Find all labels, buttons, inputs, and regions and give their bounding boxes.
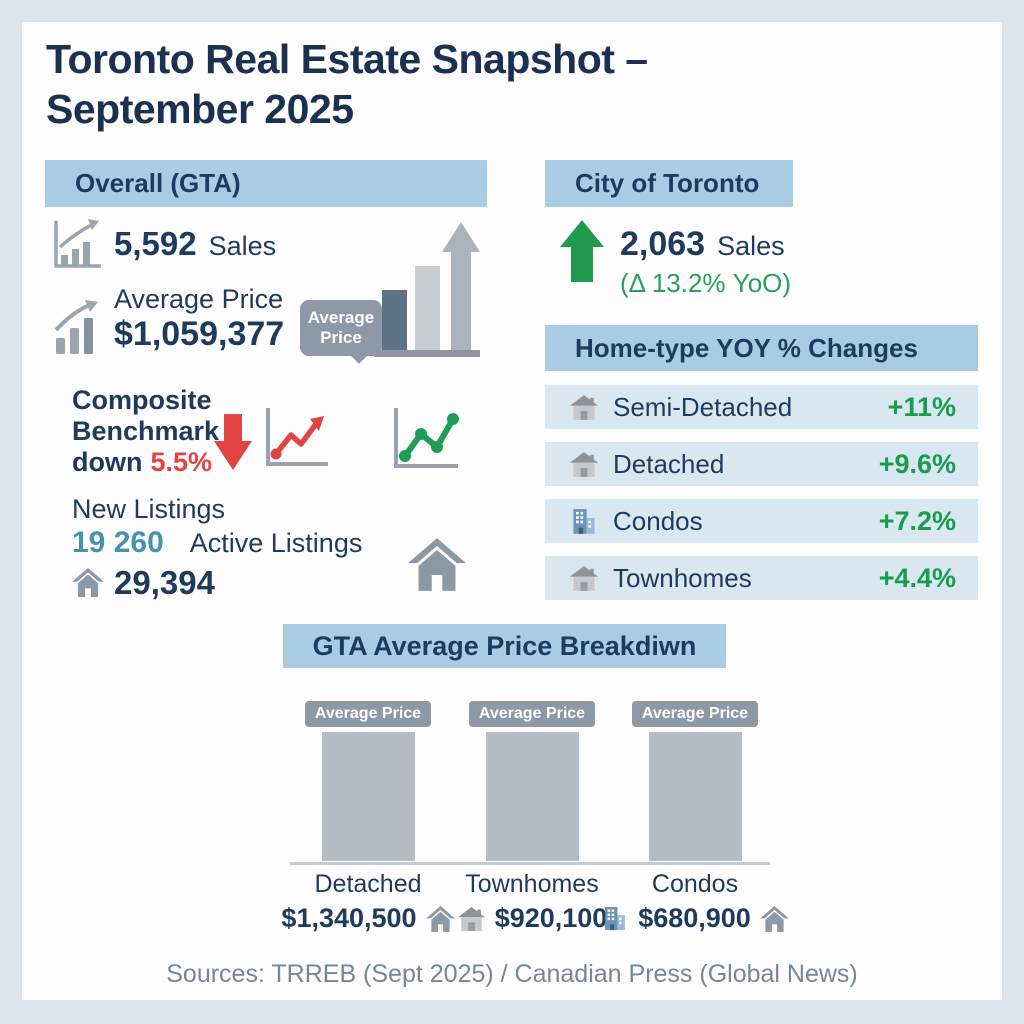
home-type-label: Condos bbox=[613, 505, 703, 536]
benchmark-line3: down 5.5% bbox=[72, 447, 219, 478]
gta-average-price-label: Average Price bbox=[114, 284, 284, 314]
section-header-home-type-label: Home-type YOY % Changes bbox=[575, 332, 918, 363]
home-type-value: +11% bbox=[887, 391, 956, 422]
house-icon bbox=[425, 905, 455, 932]
bar-value: $920,100 bbox=[422, 903, 642, 934]
bar-value-text: $920,100 bbox=[494, 903, 608, 933]
small-house-icon bbox=[72, 568, 104, 597]
average-price-badge: Average Price bbox=[304, 701, 432, 727]
content-card: Toronto Real Estate Snapshot – September… bbox=[22, 22, 1002, 1000]
home-type-label: Townhomes bbox=[613, 562, 752, 593]
sources-footer: Sources: TRREB (Sept 2025) / Canadian Pr… bbox=[166, 960, 858, 988]
building-icon bbox=[605, 906, 626, 931]
home-type-value: +7.2% bbox=[878, 505, 956, 536]
house-icon bbox=[569, 394, 599, 420]
chart-baseline bbox=[290, 862, 770, 865]
section-header-home-type: Home-type YOY % Changes bbox=[545, 325, 978, 371]
new-listings-value: 19 260 bbox=[72, 526, 164, 559]
bar-label-townhomes: Townhomes $920,100 bbox=[422, 870, 642, 934]
price-bar bbox=[485, 732, 579, 861]
home-type-value: +9.6% bbox=[878, 448, 956, 479]
page-title-line1: Toronto Real Estate Snapshot – bbox=[46, 36, 648, 82]
building-icon bbox=[573, 508, 595, 534]
large-house-icon bbox=[408, 538, 466, 591]
bar-value-text: $680,900 bbox=[638, 903, 751, 933]
red-trend-chart-icon bbox=[266, 408, 328, 466]
toronto-yoy-change: (Δ 13.2% YoO) bbox=[620, 268, 792, 298]
section-header-price-breakdown: GTA Average Price Breakdiwn bbox=[283, 624, 726, 668]
section-header-price-breakdown-label: GTA Average Price Breakdiwn bbox=[312, 630, 697, 661]
bar-label-detached: Detached $1,340,500 bbox=[258, 870, 478, 934]
green-trend-chart-icon bbox=[394, 408, 459, 468]
average-price-bubble: Average Price bbox=[300, 300, 382, 364]
section-header-city-toronto-label: City of Toronto bbox=[575, 168, 760, 198]
bar-category: Condos bbox=[651, 870, 739, 898]
house-icon bbox=[569, 451, 599, 477]
home-type-label: Detached bbox=[613, 448, 725, 479]
bar-value: $1,340,500 bbox=[258, 903, 478, 934]
average-price-badge: Average Price bbox=[631, 701, 759, 727]
bar-label-condos: Condos $680,900 bbox=[585, 870, 805, 934]
house-icon bbox=[569, 565, 599, 591]
listings-line2: 19 260 Active Listings bbox=[72, 526, 362, 564]
average-price-badge: Average Price bbox=[468, 701, 596, 727]
home-type-row-semi-detached: Semi-Detached +11% bbox=[545, 385, 978, 429]
bar-category: Detached bbox=[314, 870, 422, 898]
gta-sales-label: Sales bbox=[208, 231, 277, 261]
price-bar-column-detached: Average Price bbox=[288, 701, 448, 861]
new-listings-label: New Listings bbox=[72, 494, 226, 524]
section-header-overall-gta: Overall (GTA) bbox=[45, 160, 487, 207]
gta-sales-stat: 5,592 Sales bbox=[114, 225, 276, 263]
home-type-label: Semi-Detached bbox=[613, 391, 793, 422]
section-header-overall-gta-label: Overall (GTA) bbox=[75, 168, 241, 198]
active-listings-label: Active Listings bbox=[189, 528, 363, 558]
gta-sales-value: 5,592 bbox=[114, 225, 197, 262]
benchmark-line1: Composite bbox=[72, 385, 212, 415]
toronto-sales-stat: 2,063 Sales bbox=[620, 225, 785, 264]
page-title: Toronto Real Estate Snapshot – September… bbox=[46, 34, 766, 134]
average-price-bubble-line1: Average bbox=[307, 308, 375, 327]
benchmark-value: 5.5% bbox=[150, 447, 213, 477]
gta-average-price-stat: Average Price $1,059,377 bbox=[114, 284, 284, 354]
bar-category: Townhomes bbox=[465, 870, 599, 898]
price-bar-column-condos: Average Price bbox=[615, 701, 775, 861]
price-bar bbox=[648, 732, 742, 861]
benchmark-line2: Benchmark bbox=[72, 416, 220, 446]
section-header-city-toronto: City of Toronto bbox=[545, 160, 793, 207]
toronto-sales-value: 2,063 bbox=[620, 225, 706, 263]
price-bar-column-townhomes: Average Price bbox=[452, 701, 612, 861]
up-arrow-icon bbox=[560, 220, 604, 282]
ascending-bars-arrow-graphic bbox=[374, 222, 480, 357]
page-title-line2: September 2025 bbox=[46, 86, 354, 133]
listings-stat: New Listings 19 260 Active Listings 29,39… bbox=[72, 493, 362, 599]
sales-growth-chart-icon bbox=[54, 219, 101, 268]
bar-value-text: $1,340,500 bbox=[281, 903, 417, 933]
composite-benchmark-stat: Composite Benchmark down 5.5% bbox=[72, 385, 219, 478]
home-type-row-detached: Detached +9.6% bbox=[545, 442, 978, 486]
benchmark-word: down bbox=[72, 447, 143, 477]
house-icon bbox=[760, 905, 789, 932]
listings-line3: 29,394 bbox=[72, 566, 362, 599]
house-icon bbox=[457, 906, 485, 931]
home-type-value: +4.4% bbox=[878, 562, 956, 593]
gta-average-price-value: $1,059,377 bbox=[114, 315, 285, 353]
price-bars-icon bbox=[54, 300, 98, 354]
down-arrow-icon bbox=[214, 414, 252, 470]
bar-value: $680,900 bbox=[585, 903, 805, 934]
active-listings-value: 29,394 bbox=[114, 564, 215, 601]
price-bar bbox=[321, 732, 415, 861]
toronto-sales-label: Sales bbox=[717, 231, 785, 261]
average-price-bubble-line2: Price bbox=[320, 328, 362, 347]
home-type-row-townhomes: Townhomes +4.4% bbox=[545, 556, 978, 600]
home-type-row-condos: Condos +7.2% bbox=[545, 499, 978, 543]
